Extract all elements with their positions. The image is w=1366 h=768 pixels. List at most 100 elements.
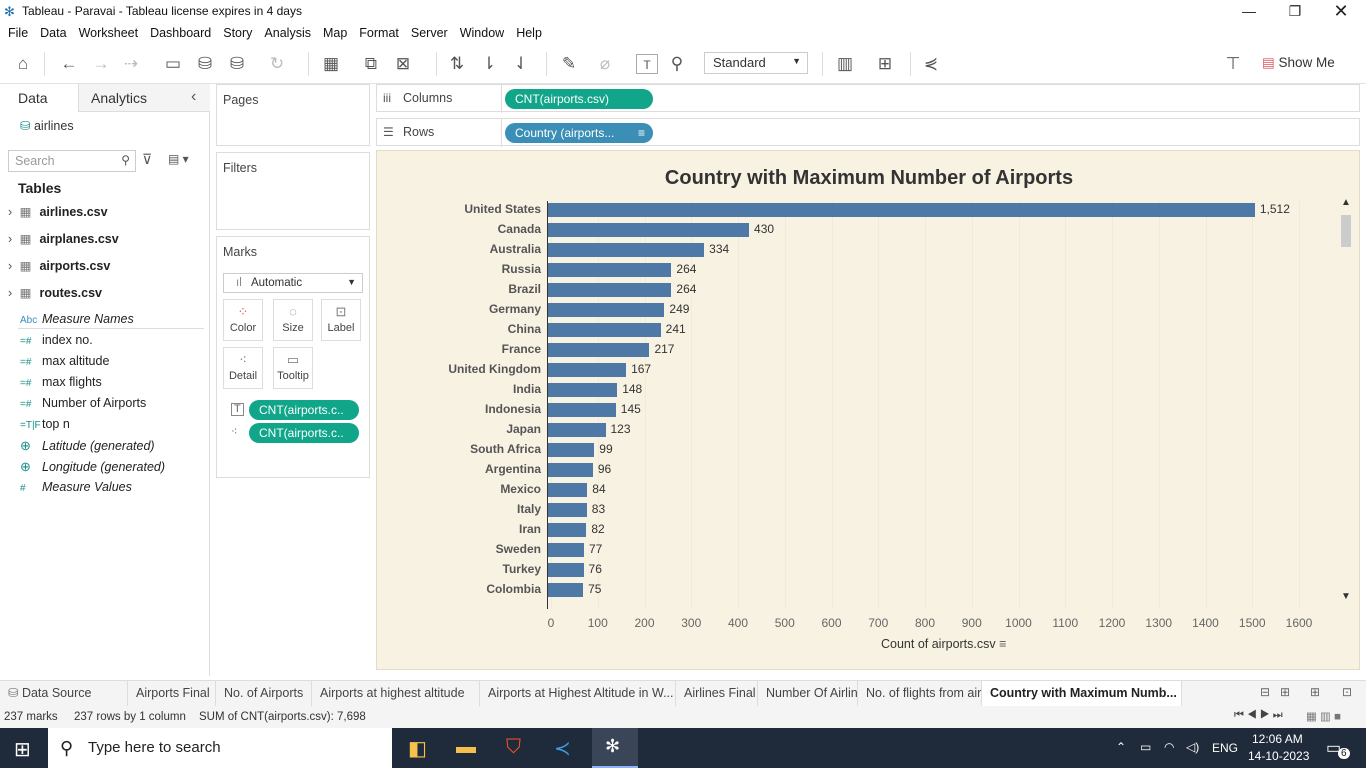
- menu-window[interactable]: Window: [459, 26, 505, 40]
- expand-chevron-icon[interactable]: ›: [8, 232, 13, 246]
- menu-server[interactable]: Server: [410, 26, 448, 40]
- bar-mark[interactable]: [548, 523, 587, 537]
- sheet-tab[interactable]: Airports Final: [128, 681, 216, 707]
- sheet-tab[interactable]: Airlines Final: [676, 681, 758, 707]
- tooltip-button[interactable]: ▭ Tooltip: [273, 347, 313, 389]
- sheet-tab[interactable]: No. of Airports: [216, 681, 312, 707]
- menu-analysis[interactable]: Analysis: [264, 26, 311, 40]
- close-button[interactable]: ✕: [1333, 1, 1349, 21]
- collapse-pane-icon[interactable]: ‹: [191, 88, 197, 105]
- menu-data[interactable]: Data: [40, 26, 67, 40]
- pause-updates-icon[interactable]: ⛁: [229, 54, 245, 73]
- view-mode-icons[interactable]: ▦ ▥ ■: [1306, 711, 1342, 723]
- sheet-tab[interactable]: Airports at Highest Altitude in W...: [480, 681, 676, 707]
- taskbar-search[interactable]: ⚲ Type here to search: [48, 728, 392, 768]
- vertical-scrollbar[interactable]: ▲ ▼: [1339, 197, 1353, 605]
- menu-map[interactable]: Map: [322, 26, 348, 40]
- expand-chevron-icon[interactable]: ›: [8, 286, 13, 300]
- file-explorer-icon[interactable]: ▬: [456, 736, 476, 758]
- field-item[interactable]: ⊕ Longitude (generated): [20, 459, 165, 475]
- scroll-down-icon[interactable]: ▼: [1341, 591, 1351, 602]
- python-app-icon[interactable]: ◧: [408, 738, 427, 760]
- tab-data[interactable]: Data: [0, 84, 78, 112]
- menu-dashboard[interactable]: Dashboard: [150, 26, 212, 40]
- bar-mark[interactable]: [548, 243, 705, 257]
- field-item[interactable]: # Measure Values: [20, 480, 132, 494]
- search-field[interactable]: Search ⚲: [8, 150, 136, 172]
- brave-browser-icon[interactable]: ⛉: [506, 736, 521, 758]
- y-category-label[interactable]: Turkey: [502, 562, 541, 576]
- sort-ascending-icon[interactable]: ⇂: [481, 54, 497, 73]
- y-category-label[interactable]: Brazil: [508, 282, 541, 296]
- restore-button[interactable]: ❐: [1288, 3, 1302, 19]
- bar-mark[interactable]: [548, 403, 616, 417]
- y-category-label[interactable]: India: [512, 382, 541, 396]
- chart-area[interactable]: Country with Maximum Number of Airports …: [376, 150, 1360, 670]
- table-item[interactable]: › ▦ routes.csv: [8, 285, 102, 300]
- expand-chevron-icon[interactable]: ›: [8, 259, 13, 273]
- expand-chevron-icon[interactable]: ›: [8, 205, 13, 219]
- wifi-icon[interactable]: ◠: [1164, 740, 1175, 754]
- pin-icon[interactable]: ⊤: [1225, 54, 1241, 73]
- y-category-label[interactable]: United States: [464, 202, 541, 216]
- home-icon[interactable]: ⌂: [17, 54, 29, 73]
- bar-mark[interactable]: [548, 503, 587, 517]
- bar-mark[interactable]: [548, 283, 672, 297]
- bar-mark[interactable]: [548, 223, 750, 237]
- bar-mark[interactable]: [548, 263, 672, 277]
- bar-mark[interactable]: [548, 323, 661, 337]
- view-options-icon[interactable]: ▤ ▾: [168, 152, 189, 166]
- sheet-tab[interactable]: No. of flights from airport: [858, 681, 982, 707]
- size-button[interactable]: ◌ Size: [273, 299, 313, 341]
- group-icon[interactable]: ⌀: [599, 54, 611, 73]
- duplicate-sheet-icon[interactable]: ⧉: [364, 54, 378, 73]
- new-worksheet-icon[interactable]: ⊞: [1280, 685, 1291, 699]
- new-dashboard-icon[interactable]: ⊞: [1310, 685, 1321, 699]
- clock-time[interactable]: 12:06 AM: [1252, 732, 1303, 746]
- scroll-thumb[interactable]: [1341, 215, 1351, 247]
- data-source-tab[interactable]: ⛁ Data Source: [0, 681, 128, 707]
- detail-pill[interactable]: CNT(airports.c..: [249, 423, 359, 443]
- bar-mark[interactable]: [548, 343, 650, 357]
- y-category-label[interactable]: Argentina: [484, 462, 541, 476]
- bar-mark[interactable]: [548, 363, 627, 377]
- menu-file[interactable]: File: [8, 26, 29, 40]
- field-item[interactable]: Abc Measure Names: [20, 312, 134, 326]
- new-datasource-icon[interactable]: ⛁: [197, 54, 213, 73]
- language-indicator[interactable]: ENG: [1212, 741, 1239, 755]
- battery-icon[interactable]: ▭: [1140, 740, 1152, 754]
- bar-mark[interactable]: [548, 543, 584, 557]
- color-button[interactable]: ⁘ Color: [223, 299, 263, 341]
- sheet-tab[interactable]: Airports at highest altitude: [312, 681, 480, 707]
- y-category-label[interactable]: Germany: [488, 302, 541, 316]
- y-category-label[interactable]: China: [507, 322, 541, 336]
- field-item[interactable]: =# Number of Airports: [20, 396, 146, 410]
- show-me-button[interactable]: ▤ Show Me: [1262, 55, 1335, 71]
- label-button[interactable]: ⊡ Label: [321, 299, 361, 341]
- menu-help[interactable]: Help: [516, 26, 542, 40]
- y-category-label[interactable]: Sweden: [495, 542, 541, 556]
- pages-shelf[interactable]: Pages: [216, 84, 370, 146]
- scroll-up-icon[interactable]: ▲: [1341, 197, 1351, 208]
- sort-descending-icon[interactable]: ⇃: [513, 54, 529, 73]
- menu-story[interactable]: Story: [223, 26, 253, 40]
- columns-shelf[interactable]: iii Columns CNT(airports.csv): [376, 84, 1360, 113]
- bar-mark[interactable]: [548, 383, 618, 397]
- presentation-icon[interactable]: ⊞: [877, 54, 893, 73]
- detail-button[interactable]: ⁖ Detail: [223, 347, 263, 389]
- sheet-tab[interactable]: Number Of Airlines: [758, 681, 858, 707]
- tab-analytics[interactable]: Analytics ‹: [78, 84, 210, 112]
- vscode-icon[interactable]: ≺: [554, 738, 571, 760]
- bar-mark[interactable]: [548, 463, 593, 477]
- notifications-icon[interactable]: ▭: [1326, 740, 1342, 757]
- refresh-icon[interactable]: ↻: [269, 54, 285, 73]
- bar-mark[interactable]: [548, 423, 606, 437]
- tableau-taskbar-button[interactable]: ✻: [592, 728, 638, 768]
- y-category-label[interactable]: South Africa: [470, 442, 541, 456]
- filter-icon[interactable]: ⊽: [142, 151, 153, 167]
- y-category-label[interactable]: Iran: [518, 522, 541, 536]
- columns-pill[interactable]: CNT(airports.csv): [505, 89, 653, 109]
- mark-type-select[interactable]: ıl Automatic ▼: [223, 273, 363, 293]
- swap-rows-columns-icon[interactable]: ⇅: [449, 54, 465, 73]
- y-category-label[interactable]: France: [501, 342, 541, 356]
